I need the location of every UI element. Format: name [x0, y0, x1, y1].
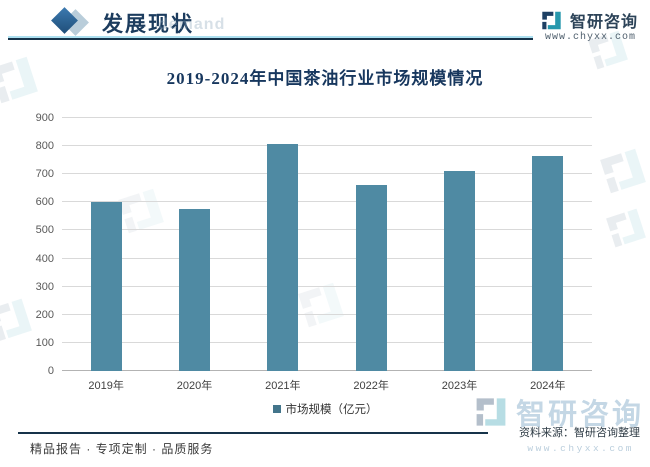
y-tick-label: 500 [35, 224, 54, 237]
background-watermark-text: demand [158, 16, 226, 33]
bar-slot [150, 118, 238, 371]
chart-title: 2019-2024年中国茶油行业市场规模情况 [166, 69, 484, 88]
gridline-400 [62, 257, 592, 259]
x-axis-labels: 2019年 2020年 2021年 2022年 2023年 2024年 [62, 377, 592, 393]
bar-slot [62, 118, 150, 371]
gridline-700 [62, 173, 592, 175]
zhiyan-logo-icon [540, 9, 563, 32]
bars [62, 118, 592, 371]
x-tick-label: 2022年 [353, 380, 389, 392]
bar-slot [504, 118, 592, 371]
gridline-800 [62, 145, 592, 147]
x-tick-label: 2019年 [88, 380, 124, 392]
header-section: 发展现状 demand 智研咨询 www.chyxx.com [0, 0, 650, 48]
source-note: 资料来源：智研咨询整理 [519, 427, 640, 439]
y-tick-label: 600 [35, 196, 54, 209]
background-watermark-logo [601, 203, 650, 253]
chart-legend: 市场规模（亿元） [0, 401, 650, 417]
gridline-0 [62, 370, 592, 371]
bar-2023年 [443, 171, 475, 371]
y-tick-label: 400 [35, 252, 54, 265]
gridline-900 [62, 117, 592, 118]
bar-slot [415, 118, 503, 371]
bar-2024年 [532, 155, 564, 371]
brand-block: 智研咨询 [540, 8, 638, 32]
y-tick-label: 300 [35, 280, 54, 293]
gridline-500 [62, 229, 592, 231]
x-tick-label: 2024年 [530, 380, 566, 392]
plot-area: 0 100 200 300 400 500 600 700 800 900 [36, 112, 592, 377]
y-tick-label: 800 [35, 140, 54, 153]
gridline-600 [62, 201, 592, 203]
bar-slot [239, 118, 327, 371]
y-tick-label: 900 [35, 112, 54, 124]
y-tick-label: 200 [35, 308, 54, 321]
header-divider [8, 36, 533, 40]
background-watermark-logo [594, 142, 650, 200]
x-tick-label: 2020年 [176, 380, 213, 392]
bar-slot [327, 118, 415, 371]
bar-2022年 [355, 185, 387, 371]
section-diamond-icon [51, 7, 92, 37]
gridline-100 [62, 341, 592, 343]
legend-marker [272, 405, 281, 413]
y-tick-label: 100 [35, 336, 54, 349]
footer-divider [18, 432, 488, 434]
legend-label: 市场规模（亿元） [285, 404, 378, 416]
y-tick-label: 700 [35, 168, 54, 181]
x-tick-label: 2021年 [265, 380, 301, 392]
background-watermark-logo [0, 292, 38, 347]
x-tick-label: 2023年 [441, 380, 478, 392]
watermark-url-text: www.chyxx.com [527, 443, 634, 454]
y-tick-label: 0 [47, 365, 54, 377]
bar-2020年 [178, 208, 210, 371]
brand-url: www.chyxx.com [544, 32, 636, 43]
page-title: 发展现状 [102, 12, 194, 36]
footer-tagline: 精品报告 · 专项定制 · 品质服务 [30, 442, 214, 456]
brand-name: 智研咨询 [569, 14, 638, 31]
bar-2019年 [90, 202, 122, 371]
bar-2021年 [267, 143, 299, 371]
